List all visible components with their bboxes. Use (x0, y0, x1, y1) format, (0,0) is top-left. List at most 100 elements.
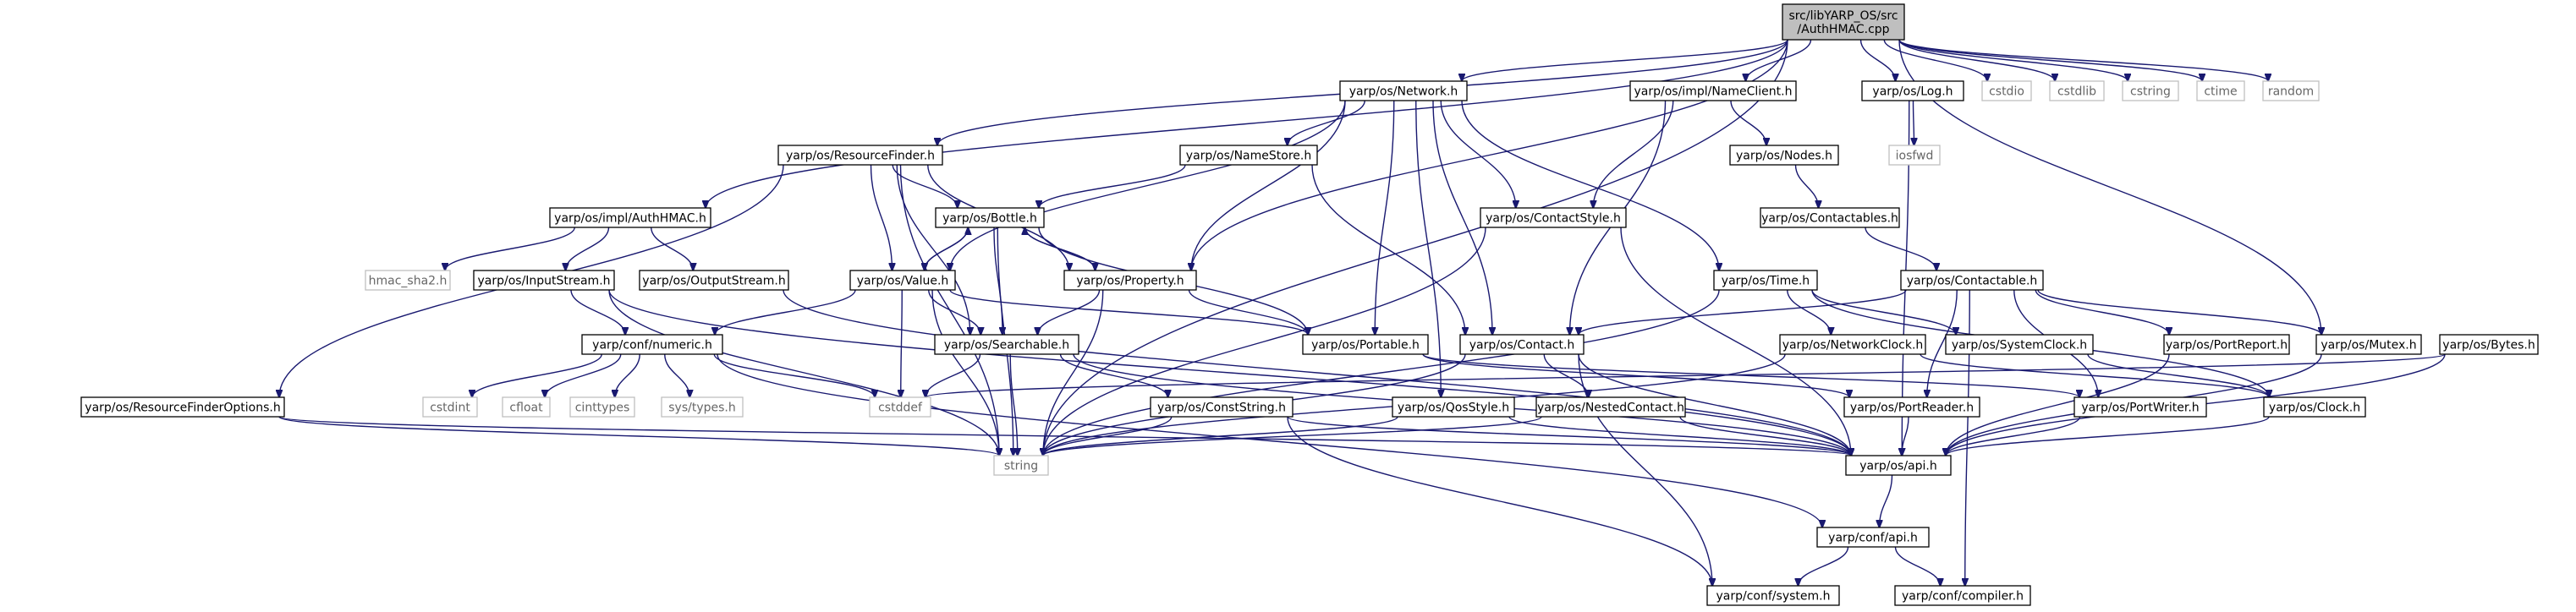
node-label-resfinder: yarp/os/ResourceFinder.h (786, 150, 935, 163)
edge-property-to-bottle (1025, 227, 1096, 271)
edge-authimpl-to-hmac (445, 227, 575, 270)
edge-api-to-confapi (1880, 474, 1893, 527)
node-label-string: string (1004, 460, 1038, 473)
node-log[interactable]: yarp/os/Log.h (1861, 80, 1964, 101)
edge-value-to-bottle (924, 227, 969, 271)
node-label-root-line1: src/libYARP_OS/src (1788, 9, 1898, 23)
node-confapi[interactable]: yarp/conf/api.h (1816, 527, 1930, 548)
node-box-systemclock (1945, 334, 2094, 355)
node-box-cstring (2122, 80, 2179, 101)
node-conststring[interactable]: yarp/os/ConstString.h (1150, 396, 1293, 418)
node-outputstream[interactable]: yarp/os/OutputStream.h (639, 270, 789, 291)
edge-root-to-string (1043, 39, 1788, 456)
node-nestedcontact[interactable]: yarp/os/NestedContact.h (1535, 396, 1686, 418)
edge-qosstyle-to-string (1043, 416, 1398, 456)
edge-resfinder-to-searchable (896, 164, 970, 335)
edge-numeric-to-confapi (717, 353, 1822, 527)
node-clock[interactable]: yarp/os/Clock.h (2263, 396, 2366, 418)
node-label-network: yarp/os/Network.h (1349, 85, 1458, 99)
node-bytes[interactable]: yarp/os/Bytes.h (2439, 334, 2539, 355)
node-label-cfloat: cfloat (509, 402, 543, 415)
node-box-inputstream (473, 270, 615, 291)
node-mutex[interactable]: yarp/os/Mutex.h (2315, 334, 2422, 355)
node-label-cstdio: cstdio (1989, 85, 2024, 99)
node-qosstyle[interactable]: yarp/os/QosStyle.h (1392, 396, 1515, 418)
node-box-cstdint (422, 396, 478, 418)
node-box-outputstream (639, 270, 789, 291)
node-resfinder[interactable]: yarp/os/ResourceFinder.h (777, 145, 943, 166)
edge-numeric-to-cstddef (713, 353, 875, 397)
node-box-nameclient (1629, 80, 1797, 101)
node-portreport[interactable]: yarp/os/PortReport.h (2163, 334, 2290, 355)
node-inputstream[interactable]: yarp/os/InputStream.h (473, 270, 615, 291)
node-box-value (849, 270, 956, 291)
node-network[interactable]: yarp/os/Network.h (1339, 80, 1468, 101)
edge-root-to-property (1191, 39, 1788, 270)
edge-conststring-to-confsystem (1287, 416, 1712, 586)
edge-conststring-to-api (1287, 416, 1851, 456)
node-label-contactables: yarp/os/Contactables.h (1761, 212, 1898, 226)
node-label-namestore: yarp/os/NameStore.h (1186, 150, 1311, 163)
node-contact[interactable]: yarp/os/Contact.h (1459, 334, 1585, 355)
node-nameclient[interactable]: yarp/os/impl/NameClient.h (1629, 80, 1797, 101)
node-api[interactable]: yarp/os/api.h (1845, 455, 1952, 476)
node-nodes[interactable]: yarp/os/Nodes.h (1729, 145, 1839, 166)
node-portwriter[interactable]: yarp/os/PortWriter.h (2073, 396, 2207, 418)
node-systemclock[interactable]: yarp/os/SystemClock.h (1945, 334, 2094, 355)
node-box-contactables (1760, 207, 1900, 228)
edge-portreport-to-api (1946, 353, 2170, 456)
node-value[interactable]: yarp/os/Value.h (849, 270, 956, 291)
node-resfinderopts[interactable]: yarp/os/ResourceFinderOptions.h (80, 396, 285, 418)
node-numeric[interactable]: yarp/conf/numeric.h (581, 334, 723, 355)
node-confcompiler[interactable]: yarp/conf/compiler.h (1894, 585, 2031, 606)
node-box-searchable (934, 334, 1079, 355)
node-portable[interactable]: yarp/os/Portable.h (1302, 334, 1429, 355)
edge-value-to-cstddef (901, 289, 903, 397)
node-searchable[interactable]: yarp/os/Searchable.h (934, 334, 1079, 355)
edge-resfinderopts-to-api (278, 416, 1851, 456)
edge-value-to-searchable (928, 289, 981, 335)
node-box-resfinderopts (80, 396, 285, 418)
node-label-contact: yarp/os/Contact.h (1469, 339, 1575, 352)
edge-root-to-ctime (1898, 39, 2202, 81)
node-property[interactable]: yarp/os/Property.h (1063, 270, 1197, 291)
node-bottle[interactable]: yarp/os/Bottle.h (935, 207, 1045, 228)
edge-contactables-to-contactable (1865, 227, 1936, 270)
node-authimpl[interactable]: yarp/os/impl/AuthHMAC.h (549, 207, 711, 228)
node-box-cstdlib (2049, 80, 2105, 101)
node-box-log (1861, 80, 1964, 101)
edge-property-to-string (1043, 289, 1104, 456)
node-box-time (1713, 270, 1818, 291)
edge-namestore-to-contact (1311, 164, 1465, 335)
node-hmac: hmac_sha2.h (365, 270, 451, 291)
node-label-systypes: sys/types.h (668, 402, 735, 415)
node-label-cstdint: cstdint (430, 402, 470, 415)
node-portreader[interactable]: yarp/os/PortReader.h (1843, 396, 1980, 418)
edge-nestedcontact-to-string (1043, 416, 1542, 456)
node-box-mutex (2315, 334, 2422, 355)
node-networkclock[interactable]: yarp/os/NetworkClock.h (1779, 334, 1926, 355)
node-confsystem[interactable]: yarp/conf/system.h (1706, 585, 1840, 606)
node-contactstyle[interactable]: yarp/os/ContactStyle.h (1480, 207, 1627, 228)
edge-authimpl-to-outputstream (651, 227, 694, 270)
node-random: random (2262, 80, 2320, 101)
node-namestore[interactable]: yarp/os/NameStore.h (1179, 145, 1318, 166)
edge-time-to-systemclock (1811, 289, 1956, 335)
node-box-contactable (1900, 270, 2044, 291)
node-label-bytes: yarp/os/Bytes.h (2442, 339, 2535, 352)
node-label-outputstream: yarp/os/OutputStream.h (642, 275, 785, 288)
edge-network-to-portable (1375, 100, 1395, 335)
edge-nameclient-to-nodes (1730, 100, 1766, 145)
node-cinttypes: cinttypes (569, 396, 635, 418)
node-root[interactable]: src/libYARP_OS/src/AuthHMAC.cpp (1782, 3, 1905, 41)
node-label-networkclock: yarp/os/NetworkClock.h (1782, 339, 1924, 352)
node-box-property (1063, 270, 1197, 291)
node-contactables[interactable]: yarp/os/Contactables.h (1760, 207, 1900, 228)
edge-searchable-to-conststring (1059, 353, 1168, 397)
node-time[interactable]: yarp/os/Time.h (1713, 270, 1818, 291)
node-label-portable: yarp/os/Portable.h (1311, 339, 1420, 352)
node-label-searchable: yarp/os/Searchable.h (944, 339, 1069, 352)
node-box-network (1339, 80, 1468, 101)
node-contactable[interactable]: yarp/os/Contactable.h (1900, 270, 2044, 291)
node-label-ctime: ctime (2204, 85, 2237, 99)
